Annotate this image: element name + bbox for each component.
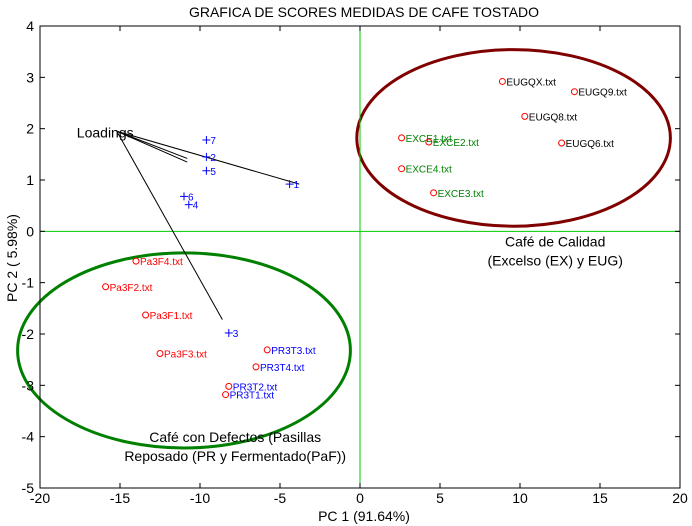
loading-label-5: 5 (210, 167, 216, 178)
score-label-pa3f3: Pa3F3.txt (164, 350, 207, 361)
score-marker-exce1 (398, 134, 406, 142)
score-label-exce3: EXCE3.txt (438, 189, 484, 200)
score-marker-eugqx (498, 77, 506, 85)
score-label-pr3t3: PR3T3.txt (271, 346, 316, 357)
loading-label-4: 4 (193, 201, 199, 212)
defect-annotation-line-1: Café con Defectos (Pasillas (149, 429, 321, 445)
loadings-label: Loadings (77, 124, 134, 140)
score-label-eugq8: EUGQ8.txt (529, 112, 578, 123)
y-tick-label-3: 3 (26, 69, 34, 85)
score-label-eugq9: EUGQ9.txt (578, 88, 627, 99)
chart-title: GRAFICA DE SCORES MEDIDAS DE CAFE TOSTAD… (189, 4, 539, 20)
y-tick-label-4: 4 (26, 18, 34, 34)
score-label-eugq6: EUGQ6.txt (566, 139, 615, 150)
y-tick-label-1: 1 (26, 172, 34, 188)
y-tick-label-0: 0 (26, 223, 34, 239)
score-label-pr3t4: PR3T4.txt (260, 363, 305, 374)
quality-ellipse (355, 48, 672, 228)
score-marker-pa3f1 (142, 311, 150, 319)
score-marker-pa3f4 (132, 257, 140, 265)
origin-lines (40, 26, 680, 488)
score-marker-exce4 (398, 165, 406, 173)
x-axis-label: PC 1 (91.64%) (318, 508, 410, 524)
x-tick-label-10: 10 (512, 490, 528, 506)
score-marker-pr3t1 (222, 391, 230, 399)
score-marker-exce3 (430, 189, 438, 197)
y-tick-label--3: -3 (22, 377, 35, 393)
score-label-exce2: EXCE2.txt (433, 138, 479, 149)
score-marker-pr3t2 (225, 382, 233, 390)
y-axis-label: PC 2 ( 5.98%) (4, 214, 20, 302)
x-tick-label--10: -10 (190, 490, 210, 506)
score-marker-pr3t3 (263, 346, 271, 354)
y-tick-label--2: -2 (22, 326, 35, 342)
loadings-pointer-layer (116, 130, 300, 320)
loadings-layer: 1 2 3 4 5 6 7 (180, 135, 300, 340)
loadings-pointer-line-2 (116, 130, 188, 159)
x-tick-label--5: -5 (274, 490, 287, 506)
score-label-pr3t2: PR3T2.txt (233, 382, 278, 393)
score-points-layer: EUGQX.txt EUGQ9.txt EUGQ8.txt EUGQ6.txt EXCE… (102, 77, 627, 402)
x-tick-label-0: 0 (356, 490, 364, 506)
defect-ellipse (16, 251, 352, 450)
loadings-pointer-line-3 (116, 130, 188, 163)
score-marker-pa3f2 (102, 283, 110, 291)
score-label-pr3t1: PR3T1.txt (230, 391, 275, 402)
loading-label-6: 6 (188, 192, 194, 203)
loading-label-3: 3 (233, 329, 239, 340)
loading-label-2: 2 (210, 153, 216, 164)
defect-annotation-line-2: Reposado (PR y Fermentado(PaF)) (124, 448, 346, 464)
loadings-pointer-line-4 (116, 130, 223, 320)
x-tick-label-5: 5 (436, 490, 444, 506)
score-marker-eugq8 (521, 112, 529, 120)
quality-annotation: Café de Calidad (Excelso (EX) y EUG) (488, 234, 623, 269)
x-tick-label--15: -15 (110, 490, 130, 506)
score-label-exce4: EXCE4.txt (406, 165, 452, 176)
score-label-pa3f4: Pa3F4.txt (140, 257, 183, 268)
score-marker-exce2 (425, 138, 433, 146)
quality-annotation-line-1: Café de Calidad (505, 234, 605, 250)
x-tick-label-15: 15 (592, 490, 608, 506)
y-tick-label--1: -1 (22, 275, 35, 291)
y-tick-label--5: -5 (22, 480, 35, 496)
score-marker-eugq6 (558, 139, 566, 147)
y-tick-label--4: -4 (22, 429, 35, 445)
score-marker-pa3f3 (156, 350, 164, 358)
x-tick-label--20: -20 (30, 490, 50, 506)
score-label-pa3f1: Pa3F1.txt (150, 311, 193, 322)
y-tick-label-2: 2 (26, 121, 34, 137)
x-tick-label-20: 20 (672, 490, 688, 506)
ellipse-layer (16, 48, 672, 450)
loading-label-7: 7 (210, 136, 216, 147)
score-label-pa3f2: Pa3F2.txt (110, 283, 153, 294)
score-label-eugqx: EUGQX.txt (506, 77, 556, 88)
score-marker-pr3t4 (252, 363, 260, 371)
loadings-pointer-line-1 (116, 130, 300, 185)
annotation-layer: Loadings Café de Calidad (Excelso (EX) y E… (77, 124, 623, 464)
defect-annotation: Café con Defectos (Pasillas Reposado (PR … (124, 429, 346, 464)
quality-annotation-line-2: (Excelso (EX) y EUG) (488, 253, 623, 269)
score-marker-eugq9 (570, 88, 578, 96)
loading-label-1: 1 (294, 180, 300, 191)
